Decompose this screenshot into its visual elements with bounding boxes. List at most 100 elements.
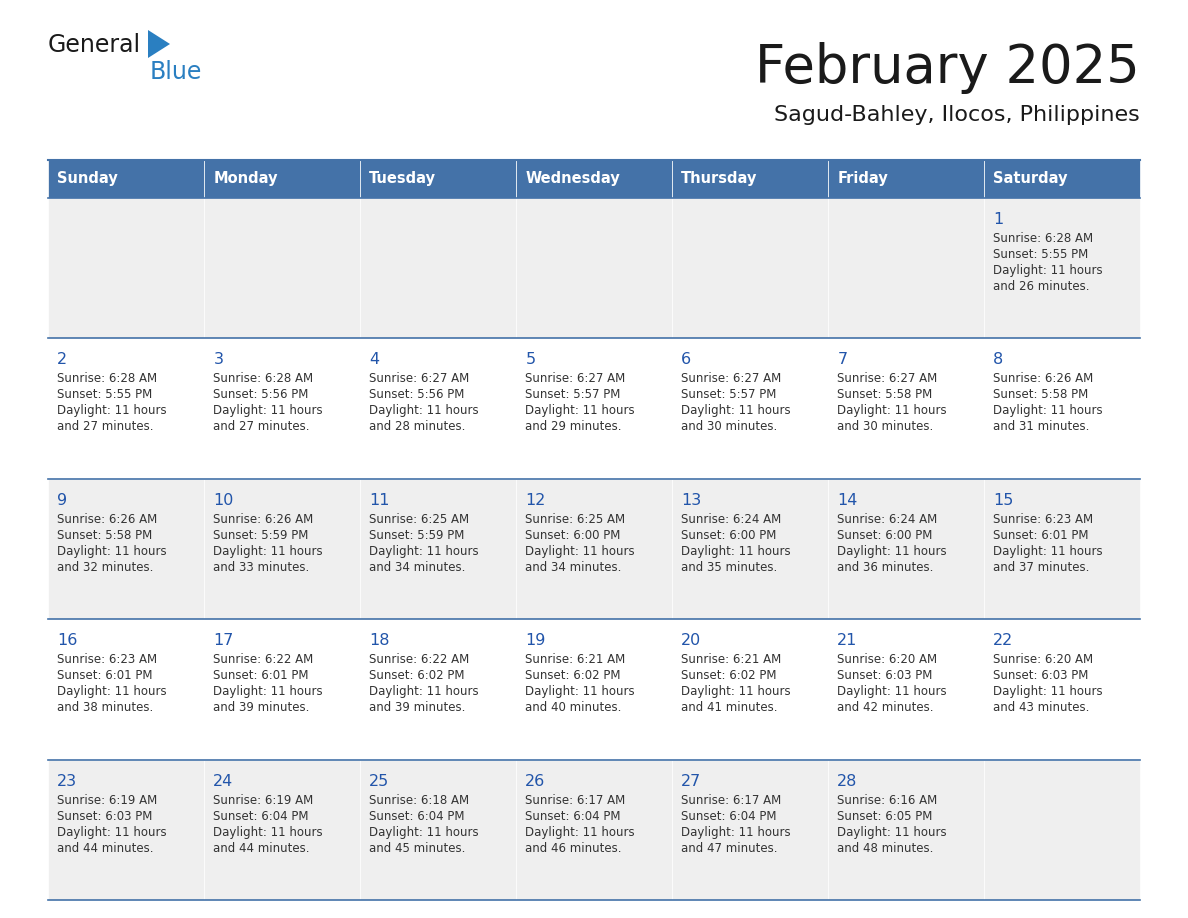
Text: Sunset: 6:01 PM: Sunset: 6:01 PM [993,529,1089,542]
Text: Sunset: 5:58 PM: Sunset: 5:58 PM [57,529,152,542]
Bar [516,620,672,759]
Text: 5: 5 [525,353,536,367]
Bar [828,759,984,900]
Text: 10: 10 [214,493,234,508]
Text: Daylight: 11 hours: Daylight: 11 hours [525,544,634,558]
Text: and 27 minutes.: and 27 minutes. [214,420,310,433]
Text: Sunrise: 6:27 AM: Sunrise: 6:27 AM [838,373,937,386]
Bar [984,198,1140,339]
Text: and 30 minutes.: and 30 minutes. [838,420,934,433]
Text: and 34 minutes.: and 34 minutes. [525,561,621,574]
Text: Sunset: 6:02 PM: Sunset: 6:02 PM [369,669,465,682]
Bar [360,339,516,479]
Text: Sunset: 5:58 PM: Sunset: 5:58 PM [838,388,933,401]
Text: 18: 18 [369,633,390,648]
Text: Sunrise: 6:25 AM: Sunrise: 6:25 AM [369,513,469,526]
Text: 1: 1 [993,212,1004,227]
Text: and 44 minutes.: and 44 minutes. [214,842,310,855]
Text: Daylight: 11 hours: Daylight: 11 hours [369,544,479,558]
Text: 27: 27 [682,774,702,789]
Bar [48,198,204,339]
Text: and 47 minutes.: and 47 minutes. [682,842,778,855]
Text: Sunrise: 6:19 AM: Sunrise: 6:19 AM [57,793,158,807]
Bar [672,620,828,759]
Text: 25: 25 [369,774,390,789]
Text: Sunrise: 6:19 AM: Sunrise: 6:19 AM [214,793,314,807]
Bar [516,198,672,339]
Text: Sunrise: 6:23 AM: Sunrise: 6:23 AM [57,654,158,666]
Bar [984,339,1140,479]
Text: and 41 minutes.: and 41 minutes. [682,701,778,714]
Text: and 28 minutes.: and 28 minutes. [369,420,466,433]
Text: Sunset: 5:59 PM: Sunset: 5:59 PM [214,529,309,542]
Text: Sunrise: 6:26 AM: Sunrise: 6:26 AM [57,513,158,526]
Text: Sunrise: 6:24 AM: Sunrise: 6:24 AM [838,513,937,526]
Text: Sunset: 6:04 PM: Sunset: 6:04 PM [525,810,621,823]
Text: Daylight: 11 hours: Daylight: 11 hours [993,264,1102,277]
Text: 24: 24 [214,774,234,789]
Text: Daylight: 11 hours: Daylight: 11 hours [57,405,168,418]
Bar [516,160,672,198]
Text: Sunrise: 6:24 AM: Sunrise: 6:24 AM [682,513,782,526]
Bar [204,339,360,479]
Bar [828,479,984,620]
Text: Daylight: 11 hours: Daylight: 11 hours [838,405,947,418]
Bar [672,160,828,198]
Bar [204,759,360,900]
Text: Daylight: 11 hours: Daylight: 11 hours [682,825,791,839]
Text: Sunrise: 6:21 AM: Sunrise: 6:21 AM [525,654,626,666]
Text: 2: 2 [57,353,68,367]
Text: 4: 4 [369,353,379,367]
Text: Daylight: 11 hours: Daylight: 11 hours [682,405,791,418]
Bar [360,479,516,620]
Bar [984,620,1140,759]
Text: and 34 minutes.: and 34 minutes. [369,561,466,574]
Bar [360,620,516,759]
Bar [516,759,672,900]
Bar [828,160,984,198]
Text: Daylight: 11 hours: Daylight: 11 hours [525,405,634,418]
Text: Sunset: 6:04 PM: Sunset: 6:04 PM [682,810,777,823]
Text: 26: 26 [525,774,545,789]
Text: Sunrise: 6:22 AM: Sunrise: 6:22 AM [369,654,469,666]
Text: and 29 minutes.: and 29 minutes. [525,420,621,433]
Text: Sunrise: 6:18 AM: Sunrise: 6:18 AM [369,793,469,807]
Text: Sunset: 5:56 PM: Sunset: 5:56 PM [214,388,309,401]
Text: and 37 minutes.: and 37 minutes. [993,561,1089,574]
Text: General: General [48,33,141,57]
Text: Sunrise: 6:28 AM: Sunrise: 6:28 AM [993,232,1093,245]
Text: 8: 8 [993,353,1004,367]
Text: Daylight: 11 hours: Daylight: 11 hours [214,544,323,558]
Bar [984,479,1140,620]
Text: 17: 17 [214,633,234,648]
Text: 20: 20 [682,633,702,648]
Text: Daylight: 11 hours: Daylight: 11 hours [214,685,323,699]
Text: Monday: Monday [214,172,278,186]
Text: 21: 21 [838,633,858,648]
Text: 11: 11 [369,493,390,508]
Text: and 36 minutes.: and 36 minutes. [838,561,934,574]
Text: Daylight: 11 hours: Daylight: 11 hours [838,685,947,699]
Text: Daylight: 11 hours: Daylight: 11 hours [682,544,791,558]
Text: Sunrise: 6:22 AM: Sunrise: 6:22 AM [214,654,314,666]
Text: Sunset: 6:04 PM: Sunset: 6:04 PM [214,810,309,823]
Text: and 43 minutes.: and 43 minutes. [993,701,1089,714]
Bar [516,479,672,620]
Text: Saturday: Saturday [993,172,1068,186]
Text: Sunset: 6:01 PM: Sunset: 6:01 PM [214,669,309,682]
Text: Sunrise: 6:21 AM: Sunrise: 6:21 AM [682,654,782,666]
Text: Sunset: 6:02 PM: Sunset: 6:02 PM [682,669,777,682]
Bar [360,759,516,900]
Text: and 26 minutes.: and 26 minutes. [993,280,1089,293]
Bar [984,759,1140,900]
Text: and 35 minutes.: and 35 minutes. [682,561,778,574]
Text: Thursday: Thursday [682,172,758,186]
Polygon shape [148,30,170,58]
Text: and 48 minutes.: and 48 minutes. [838,842,934,855]
Text: 22: 22 [993,633,1013,648]
Text: and 39 minutes.: and 39 minutes. [214,701,310,714]
Text: Daylight: 11 hours: Daylight: 11 hours [369,825,479,839]
Text: Sunset: 6:03 PM: Sunset: 6:03 PM [838,669,933,682]
Text: Sunset: 6:03 PM: Sunset: 6:03 PM [993,669,1088,682]
Text: Sunset: 6:02 PM: Sunset: 6:02 PM [525,669,621,682]
